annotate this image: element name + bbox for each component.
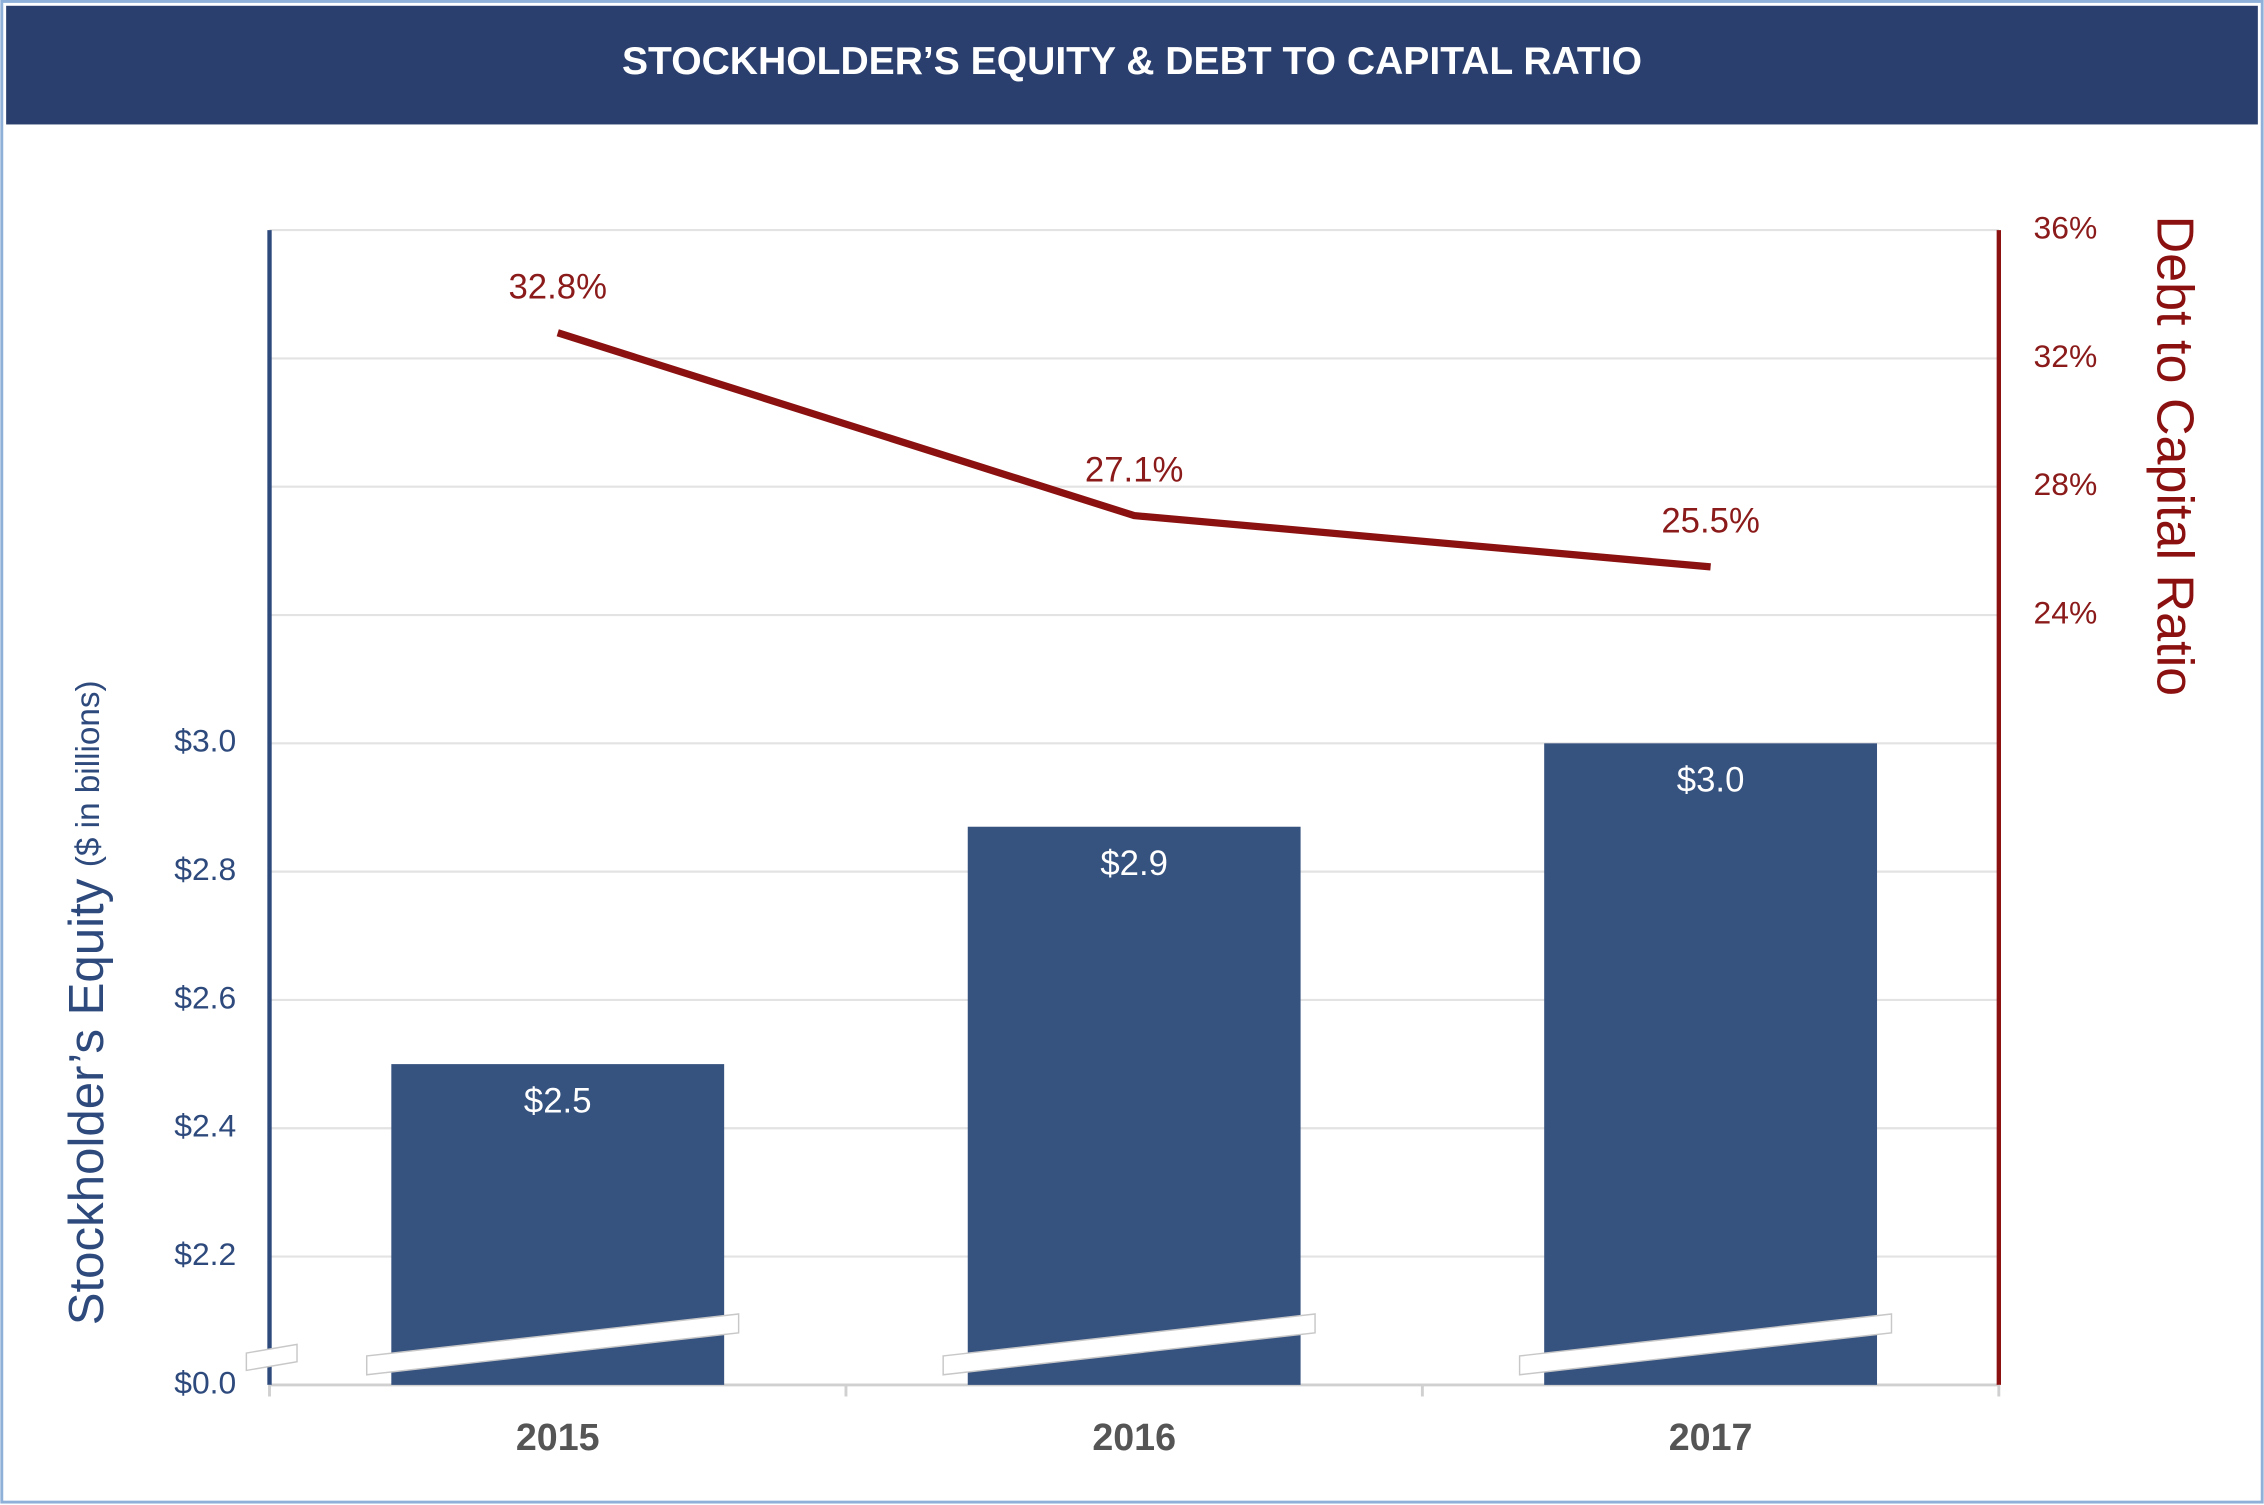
y2-tick-label: 24% xyxy=(2034,594,2098,630)
y-tick-label: $2.4 xyxy=(174,1108,236,1144)
line-value-label: 25.5% xyxy=(1661,503,1759,541)
y2-axis-title: Debt to Capital Ratio xyxy=(2145,216,2203,697)
bar-value-label: $3.0 xyxy=(1677,762,1745,800)
y-tick-label: $3.0 xyxy=(174,723,236,759)
x-tick-label: 2015 xyxy=(516,1416,600,1458)
y-tick-label: $2.6 xyxy=(174,979,236,1015)
line-value-label: 32.8% xyxy=(509,268,607,306)
x-tick-label: 2016 xyxy=(1092,1416,1176,1458)
axis-break xyxy=(245,1343,298,1372)
title-band xyxy=(6,5,2258,125)
bar-value-label: $2.9 xyxy=(1100,845,1168,883)
y-tick-label: $0.0 xyxy=(174,1364,236,1400)
x-tick-label: 2017 xyxy=(1669,1416,1753,1458)
y-axis-title: Stockholder’s Equity($ in billions) xyxy=(59,680,114,1325)
y2-tick-label: 36% xyxy=(2034,209,2098,245)
y-tick-label: $2.8 xyxy=(174,851,236,887)
y2-tick-label: 28% xyxy=(2034,466,2098,502)
line-value-label: 27.1% xyxy=(1085,451,1183,489)
line xyxy=(556,329,1711,571)
axis-break xyxy=(365,1313,740,1376)
chart-title: STOCKHOLDER’S EQUITY & DEBT TO CAPITAL R… xyxy=(622,40,1642,83)
axis-break xyxy=(942,1313,1316,1376)
bar xyxy=(1544,743,1878,1385)
y-tick-label: $2.2 xyxy=(174,1236,236,1272)
y2-tick-label: 32% xyxy=(2034,338,2098,374)
bar xyxy=(967,826,1301,1385)
axis-break xyxy=(1518,1313,1893,1376)
bar-value-label: $2.5 xyxy=(524,1082,592,1120)
